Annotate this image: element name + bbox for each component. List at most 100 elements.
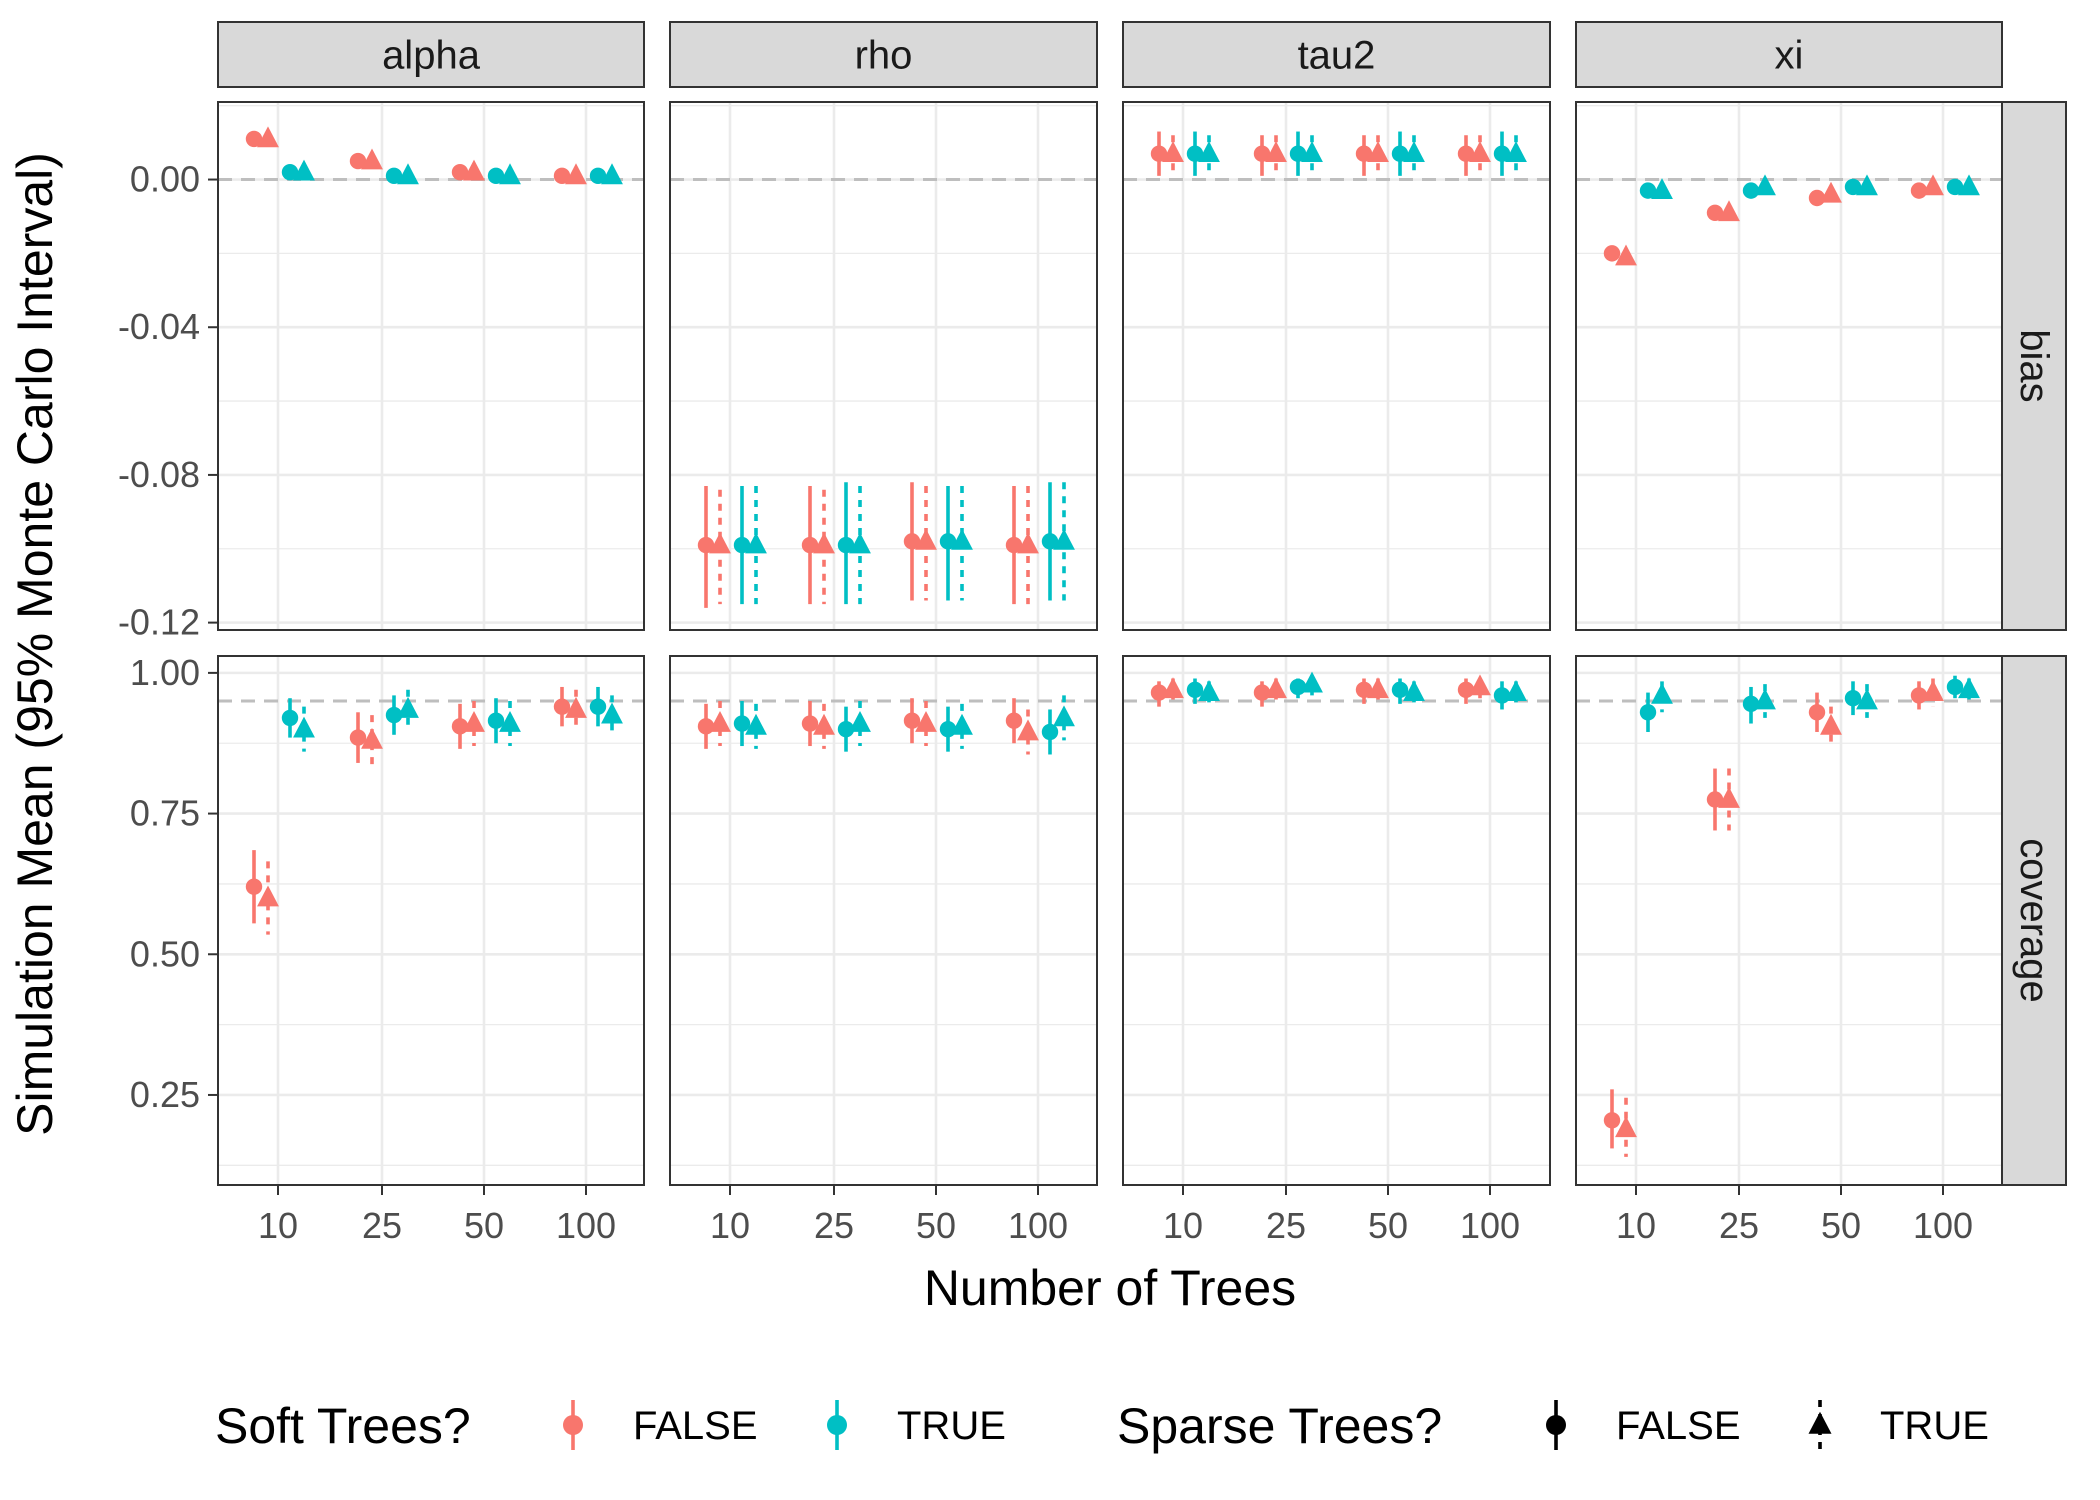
point-bias-xi-25-g3 xyxy=(1754,174,1776,196)
axis-layer: -0.12 -0.08 -0.04 0.00 0.25 0.50 0.75 1.00 10 25 5… xyxy=(7,152,1973,1316)
facet-strip-tau2 xyxy=(1122,21,1551,88)
panel-border xyxy=(669,655,1098,1186)
x-tick-label: 100 xyxy=(1460,1205,1520,1246)
point-coverage-alpha-25-g1 xyxy=(361,727,383,749)
point-coverage-xi-10-g1 xyxy=(1615,1116,1637,1138)
point-coverage-xi-25-g1 xyxy=(1718,786,1740,808)
point-bias-rho-25-g1 xyxy=(813,532,835,554)
x-tick-label: 25 xyxy=(1719,1205,1759,1246)
panel-border xyxy=(669,101,1098,631)
point-coverage-alpha-100-g3 xyxy=(601,702,623,724)
point-bias-tau2-50-g3 xyxy=(1403,141,1425,163)
legend-key-sparse-point-true xyxy=(1808,1411,1832,1434)
x-tick-label: 25 xyxy=(814,1205,854,1246)
y-tick-label: 0.75 xyxy=(130,793,200,834)
point-bias-rho-100-g3 xyxy=(1053,528,1075,550)
point-coverage-xi-25-g2 xyxy=(1742,695,1760,713)
point-bias-xi-10-g1 xyxy=(1615,244,1637,266)
panel-border xyxy=(1122,101,1551,631)
point-coverage-xi-10-g3 xyxy=(1651,682,1673,704)
point-bias-alpha-100-g3 xyxy=(601,163,623,185)
point-bias-tau2-25-g3 xyxy=(1301,141,1323,163)
panel-border xyxy=(1575,655,2003,1186)
point-coverage-tau2-50-g2 xyxy=(1391,681,1409,698)
x-tick-label: 100 xyxy=(556,1205,616,1246)
point-coverage-alpha-50-g2 xyxy=(487,712,505,729)
panel-background xyxy=(218,102,644,630)
point-coverage-tau2-100-g3 xyxy=(1505,680,1527,701)
legend: Soft Trees? FALSE TRUE Sparse Trees? FALSE TR… xyxy=(215,1398,1989,1454)
point-bias-rho-25-g2 xyxy=(837,536,855,554)
panel-background xyxy=(1123,656,1550,1185)
point-coverage-xi-100-g1 xyxy=(1922,680,1944,701)
y-tick-label: 1.00 xyxy=(130,652,200,693)
panel-coverage-rho xyxy=(669,655,1098,1186)
point-bias-alpha-10-g1 xyxy=(257,126,279,148)
point-bias-tau2-25-g1 xyxy=(1265,141,1287,163)
point-bias-rho-100-g1 xyxy=(1017,532,1039,554)
panel-background xyxy=(1123,102,1550,630)
panel-bias-tau2 xyxy=(1122,101,1551,631)
point-bias-alpha-50-g1 xyxy=(463,159,485,181)
point-bias-tau2-25-g2 xyxy=(1289,145,1307,162)
point-bias-tau2-100-g2 xyxy=(1493,145,1511,162)
x-tick-label: 25 xyxy=(362,1205,402,1246)
point-coverage-alpha-50-g1 xyxy=(463,710,485,732)
point-coverage-rho-50-g1 xyxy=(915,710,937,732)
point-coverage-xi-50-g3 xyxy=(1856,688,1878,710)
point-coverage-alpha-50-g0 xyxy=(451,718,469,735)
point-bias-tau2-25-g0 xyxy=(1253,145,1271,162)
x-tick-label: 100 xyxy=(1913,1205,1973,1246)
point-bias-alpha-100-g0 xyxy=(553,167,571,185)
x-tick-label: 50 xyxy=(916,1205,956,1246)
point-bias-tau2-100-g0 xyxy=(1457,145,1475,162)
point-coverage-xi-100-g0 xyxy=(1910,687,1928,704)
panel-background xyxy=(1576,656,2002,1185)
point-coverage-xi-10-g0 xyxy=(1603,1112,1621,1129)
facet-strip-label-bias: bias xyxy=(2012,329,2056,402)
point-bias-xi-25-g1 xyxy=(1718,200,1740,222)
facet-strip-bias xyxy=(2001,101,2067,631)
point-bias-alpha-25-g3 xyxy=(397,163,419,185)
point-bias-xi-25-g0 xyxy=(1706,204,1724,221)
point-bias-rho-100-g0 xyxy=(1005,536,1023,554)
point-bias-tau2-100-g1 xyxy=(1469,141,1491,163)
point-coverage-rho-100-g2 xyxy=(1041,723,1059,741)
facet-strip-label-alpha: alpha xyxy=(382,34,481,78)
point-coverage-alpha-10-g1 xyxy=(257,885,279,907)
facet-strip-label-rho: rho xyxy=(855,34,913,78)
point-coverage-rho-25-g3 xyxy=(849,710,871,732)
panels-layer: alpha rho tau2 xi bias coverage xyxy=(217,21,2067,1186)
point-bias-tau2-50-g1 xyxy=(1367,141,1389,163)
point-bias-rho-50-g1 xyxy=(915,528,937,550)
x-tick-label: 50 xyxy=(1821,1205,1861,1246)
facet-strip-label-xi: xi xyxy=(1775,34,1804,78)
x-tick-label: 10 xyxy=(1163,1205,1203,1246)
point-coverage-tau2-10-g2 xyxy=(1186,681,1204,698)
point-bias-alpha-10-g2 xyxy=(281,163,299,181)
y-tick-label: -0.04 xyxy=(118,306,200,347)
point-coverage-alpha-10-g2 xyxy=(281,709,299,727)
point-bias-tau2-10-g0 xyxy=(1150,145,1168,162)
legend-label-sparse-false: FALSE xyxy=(1616,1404,1741,1448)
point-bias-alpha-25-g1 xyxy=(361,148,383,170)
point-coverage-rho-10-g3 xyxy=(745,713,767,735)
point-bias-alpha-100-g2 xyxy=(589,167,607,185)
y-axis-title: Simulation Mean (95% Monte Carlo Interva… xyxy=(7,152,63,1136)
point-coverage-rho-100-g0 xyxy=(1005,712,1023,729)
point-coverage-tau2-25-g0 xyxy=(1253,684,1271,701)
facet-strip-rho xyxy=(669,21,1098,88)
point-bias-alpha-50-g0 xyxy=(451,163,469,181)
point-bias-xi-50-g3 xyxy=(1856,174,1878,196)
point-bias-rho-50-g3 xyxy=(951,528,973,550)
point-coverage-alpha-10-g0 xyxy=(245,878,263,895)
point-bias-rho-25-g3 xyxy=(849,532,871,554)
facet-strip-coverage xyxy=(2001,655,2067,1186)
point-coverage-rho-50-g2 xyxy=(939,720,957,738)
point-bias-tau2-50-g0 xyxy=(1355,145,1373,162)
legend-label-soft-false: FALSE xyxy=(633,1404,758,1448)
legend-key-soft-point-false xyxy=(563,1415,583,1435)
point-coverage-xi-25-g3 xyxy=(1754,688,1776,710)
point-coverage-xi-50-g0 xyxy=(1808,704,1826,721)
